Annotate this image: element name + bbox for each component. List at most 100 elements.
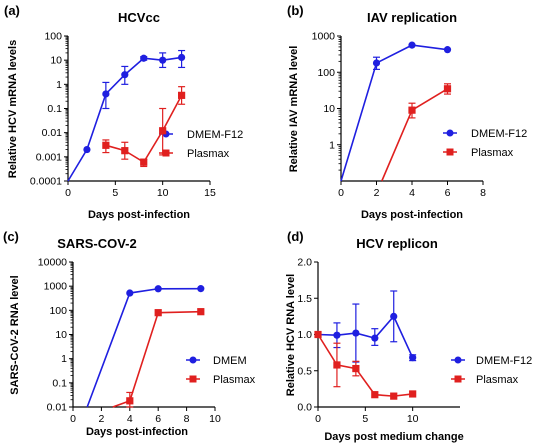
data-point — [390, 392, 398, 400]
legend-item: DMEM — [186, 355, 247, 367]
data-point — [83, 145, 91, 154]
data-point — [154, 285, 162, 293]
legend-label: DMEM-F12 — [187, 129, 243, 141]
y-tick-label: 1.0 — [297, 329, 312, 341]
x-tick-label: 15 — [204, 187, 216, 199]
axes: 0 5 10 15 0.0001 0.001 0.01 0.1 1 10 100 — [30, 31, 216, 200]
y-tick-label: 0.1 — [47, 103, 62, 115]
x-tick-label: 4 — [127, 413, 133, 425]
data-point — [371, 391, 379, 399]
legend-item: DMEM-F12 — [451, 355, 532, 367]
y-tick-label: 1000 — [312, 31, 336, 43]
y-tick-label: 0.01 — [42, 127, 63, 139]
y-axis-label: SARS-CoV-2 RNA level — [9, 275, 21, 394]
y-tick-label: 100 — [49, 305, 67, 317]
series-1 — [314, 290, 417, 363]
panel-label: (a) — [4, 3, 20, 18]
data-point — [409, 354, 417, 362]
x-tick-label: 10 — [407, 413, 419, 425]
data-point — [333, 361, 341, 369]
legend-marker — [446, 148, 454, 156]
legend-label: Plasmax — [471, 147, 514, 159]
x-tick-label: 10 — [157, 187, 169, 199]
panel-iav-replication: (b) IAV replication Days post-infection … — [287, 3, 527, 221]
data-point — [314, 330, 322, 339]
y-tick-label: 100 — [44, 31, 62, 43]
x-tick-label: 5 — [362, 413, 368, 425]
panel-hcvcc: (a) HCVcc Days post-infection Relative H… — [4, 3, 243, 221]
x-axis-label: Days post-infection — [86, 426, 188, 438]
data-point — [197, 308, 205, 316]
legend-label: Plasmax — [213, 374, 256, 386]
legend-label: DMEM — [213, 355, 247, 367]
legend: DMEM-F12 Plasmax — [443, 128, 527, 159]
series-2 — [381, 83, 452, 182]
panel-hcv-replicon: (d) HCV replicon Days post medium change… — [285, 229, 532, 443]
y-axis-label: Relative IAV mRNA level — [288, 46, 300, 173]
axes: 0 2 4 6 8 10 0.01 0.1 1 10 100 1000 10000 — [38, 257, 221, 426]
data-point — [371, 334, 379, 342]
x-tick-label: 2 — [374, 187, 380, 199]
y-tick-label: 10 — [55, 329, 67, 341]
legend: DMEM-F12 Plasmax — [451, 355, 532, 386]
x-tick-label: 2 — [98, 413, 104, 425]
legend-label: Plasmax — [187, 148, 230, 160]
data-point — [102, 141, 110, 149]
x-tick-label: 0 — [70, 413, 76, 425]
data-point — [178, 53, 186, 62]
y-axis-label: Relative HCV RNA level — [285, 274, 297, 396]
legend-item: Plasmax — [443, 147, 514, 159]
x-axis-label: Days post-infection — [88, 209, 190, 221]
legend-item: Plasmax — [159, 148, 230, 160]
x-axis-label: Days post-infection — [361, 209, 463, 221]
chart-title: HCV replicon — [356, 236, 438, 251]
series-line — [112, 310, 201, 408]
x-tick-label: 8 — [184, 413, 190, 425]
data-point — [352, 364, 360, 373]
x-tick-label: 0 — [65, 187, 71, 199]
x-tick-label: 10 — [209, 413, 221, 425]
data-point — [372, 59, 381, 67]
legend-label: DMEM-F12 — [471, 128, 527, 140]
legend-marker — [454, 356, 462, 364]
y-tick-label: 10 — [50, 55, 62, 67]
chart-title: HCVcc — [118, 10, 160, 25]
x-tick-label: 8 — [480, 187, 486, 199]
y-axis-label: Relative HCV mRNA levels — [7, 40, 19, 178]
data-point — [140, 54, 148, 62]
y-tick-label: 1.5 — [297, 293, 312, 305]
legend-marker — [446, 129, 454, 137]
data-point — [159, 56, 167, 64]
data-point — [443, 85, 452, 93]
axes: 0 2 4 6 8 1 10 100 1000 — [312, 31, 486, 200]
y-tick-label: 1 — [56, 79, 62, 91]
series-2 — [112, 308, 205, 408]
y-tick-label: 0.0 — [297, 402, 312, 414]
y-tick-label: 1000 — [44, 281, 68, 293]
data-point — [140, 158, 148, 166]
legend: DMEM Plasmax — [186, 355, 256, 386]
y-tick-label: 2.0 — [297, 257, 312, 269]
data-point — [333, 331, 341, 339]
x-tick-label: 5 — [112, 187, 118, 199]
series-line — [317, 314, 414, 359]
data-point — [443, 46, 452, 54]
legend-item: DMEM-F12 — [159, 129, 243, 141]
series-1 — [340, 41, 452, 182]
data-point — [408, 106, 416, 114]
chart-title: IAV replication — [367, 10, 457, 25]
legend-label: DMEM-F12 — [476, 355, 532, 367]
data-point — [408, 41, 416, 49]
series-1 — [67, 49, 186, 182]
data-point — [197, 285, 205, 293]
panel-sars-cov-2: (c) SARS-COV-2 Days post-infection SARS-… — [3, 229, 256, 438]
legend-item: DMEM-F12 — [443, 128, 527, 140]
y-tick-label: 1 — [329, 139, 335, 151]
legend-item: Plasmax — [451, 374, 519, 386]
x-tick-label: 6 — [445, 187, 451, 199]
y-tick-label: 0.01 — [47, 402, 68, 414]
legend-item: Plasmax — [186, 374, 256, 386]
y-tick-label: 10 — [323, 103, 335, 115]
data-point — [121, 147, 129, 155]
data-point — [102, 90, 110, 98]
